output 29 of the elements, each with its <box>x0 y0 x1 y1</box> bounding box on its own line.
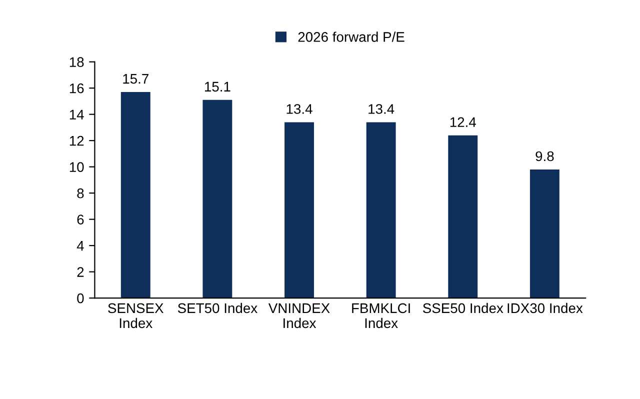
y-tick-label: 4 <box>76 241 84 251</box>
data-label: 13.4 <box>368 104 394 114</box>
y-tick-label: 2 <box>77 267 84 277</box>
legend-label: 2026 forward P/E <box>298 32 404 42</box>
x-tick-label: IDX30 Index <box>508 302 583 314</box>
bar <box>202 100 232 298</box>
y-tick-label: 14 <box>70 110 84 120</box>
y-tick-label: 0 <box>77 293 84 304</box>
data-label: 13.4 <box>286 104 312 114</box>
bar <box>530 169 560 298</box>
x-tick-label: SET50 Index <box>178 302 258 314</box>
y-tick-label: 18 <box>70 57 84 68</box>
x-tick-label: FBMKLCI Index <box>352 303 410 328</box>
data-label: 12.4 <box>450 117 476 127</box>
data-label: 15.7 <box>123 74 148 84</box>
y-tick-label: 12 <box>70 136 84 146</box>
y-tick-label: 16 <box>70 83 84 94</box>
y-tick-label: 6 <box>77 214 84 224</box>
data-label: 9.8 <box>536 151 554 162</box>
bar <box>448 135 478 298</box>
data-label: 15.1 <box>204 82 230 92</box>
bar <box>120 92 150 298</box>
x-tick-label: SSE50 Index <box>422 302 504 314</box>
y-tick-label: 8 <box>77 188 84 198</box>
x-tick-label: VNINDEX Index <box>268 303 330 328</box>
bar <box>366 122 396 298</box>
y-tick-label: 10 <box>70 162 84 172</box>
bar <box>284 122 314 298</box>
x-tick-label: SENSEX Index <box>108 303 164 328</box>
